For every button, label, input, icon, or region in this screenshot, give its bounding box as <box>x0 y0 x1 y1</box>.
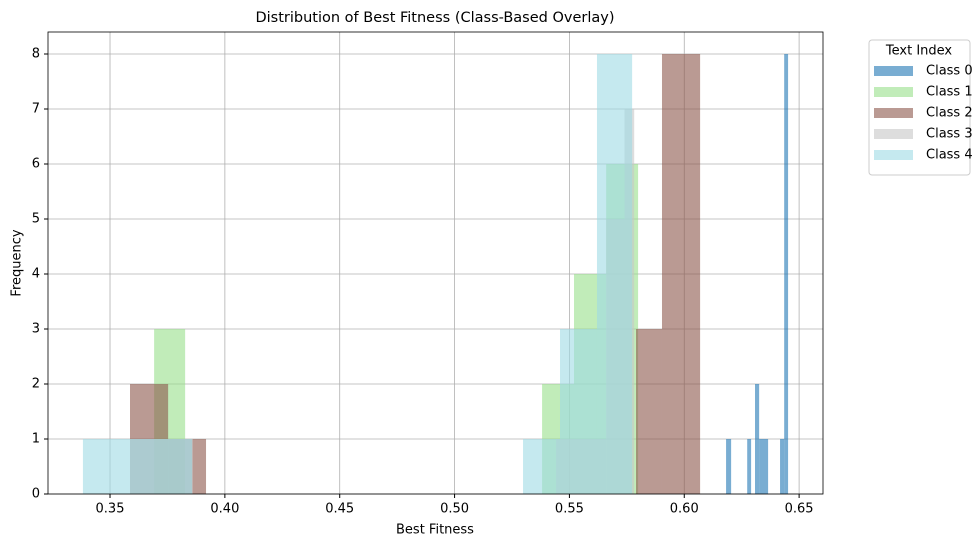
y-tick-label: 6 <box>32 157 40 172</box>
y-tick-label: 5 <box>32 212 40 227</box>
bar <box>82 439 193 494</box>
axes: 0.35 0.40 0.45 0.50 0.55 0.60 0.65 0 1 2 3 4 5 6 7 8 <box>32 31 824 517</box>
bar <box>755 384 760 494</box>
legend-title: Text Index <box>885 44 953 59</box>
y-tick-label: 8 <box>32 47 40 62</box>
y-tick-label: 2 <box>32 377 40 392</box>
legend: Text Index Class 0 Class 1 Class 2 Class 3 Cl… <box>868 39 973 176</box>
bar <box>784 54 789 494</box>
y-tick-label: 3 <box>32 322 40 337</box>
bar <box>559 329 597 494</box>
x-tick-label: 0.60 <box>670 502 699 517</box>
x-tick-label: 0.40 <box>210 502 239 517</box>
bar <box>780 439 785 494</box>
legend-label: Class 1 <box>926 85 973 100</box>
legend-swatch <box>874 129 913 139</box>
bar <box>747 439 752 494</box>
legend-label: Class 2 <box>926 106 973 121</box>
x-tick-label: 0.50 <box>440 502 469 517</box>
x-axis-label: Best Fitness <box>396 523 474 538</box>
bar <box>636 329 662 494</box>
legend-swatch <box>874 87 913 97</box>
y-tick-label: 4 <box>32 267 40 282</box>
y-axis-label: Frequency <box>10 229 25 296</box>
legend-label: Class 0 <box>926 64 973 79</box>
x-tick-label: 0.35 <box>96 502 125 517</box>
bar <box>661 54 701 494</box>
bar <box>726 439 732 494</box>
legend-swatch <box>874 66 913 76</box>
y-tick-label: 0 <box>32 487 40 502</box>
x-tick-label: 0.55 <box>555 502 584 517</box>
bar <box>523 439 560 494</box>
legend-label: Class 4 <box>926 148 973 163</box>
bar <box>759 439 769 494</box>
x-tick-label: 0.45 <box>325 502 354 517</box>
chart-title: Distribution of Best Fitness (Class-Base… <box>255 10 614 26</box>
bars <box>82 54 789 494</box>
x-tick-label: 0.65 <box>785 502 814 517</box>
legend-swatch <box>874 150 913 160</box>
plot-frame <box>47 31 824 495</box>
y-tick-label: 7 <box>32 102 40 117</box>
bar <box>596 54 633 494</box>
legend-label: Class 3 <box>926 127 973 142</box>
legend-swatch <box>874 108 913 118</box>
y-tick-label: 1 <box>32 432 40 447</box>
